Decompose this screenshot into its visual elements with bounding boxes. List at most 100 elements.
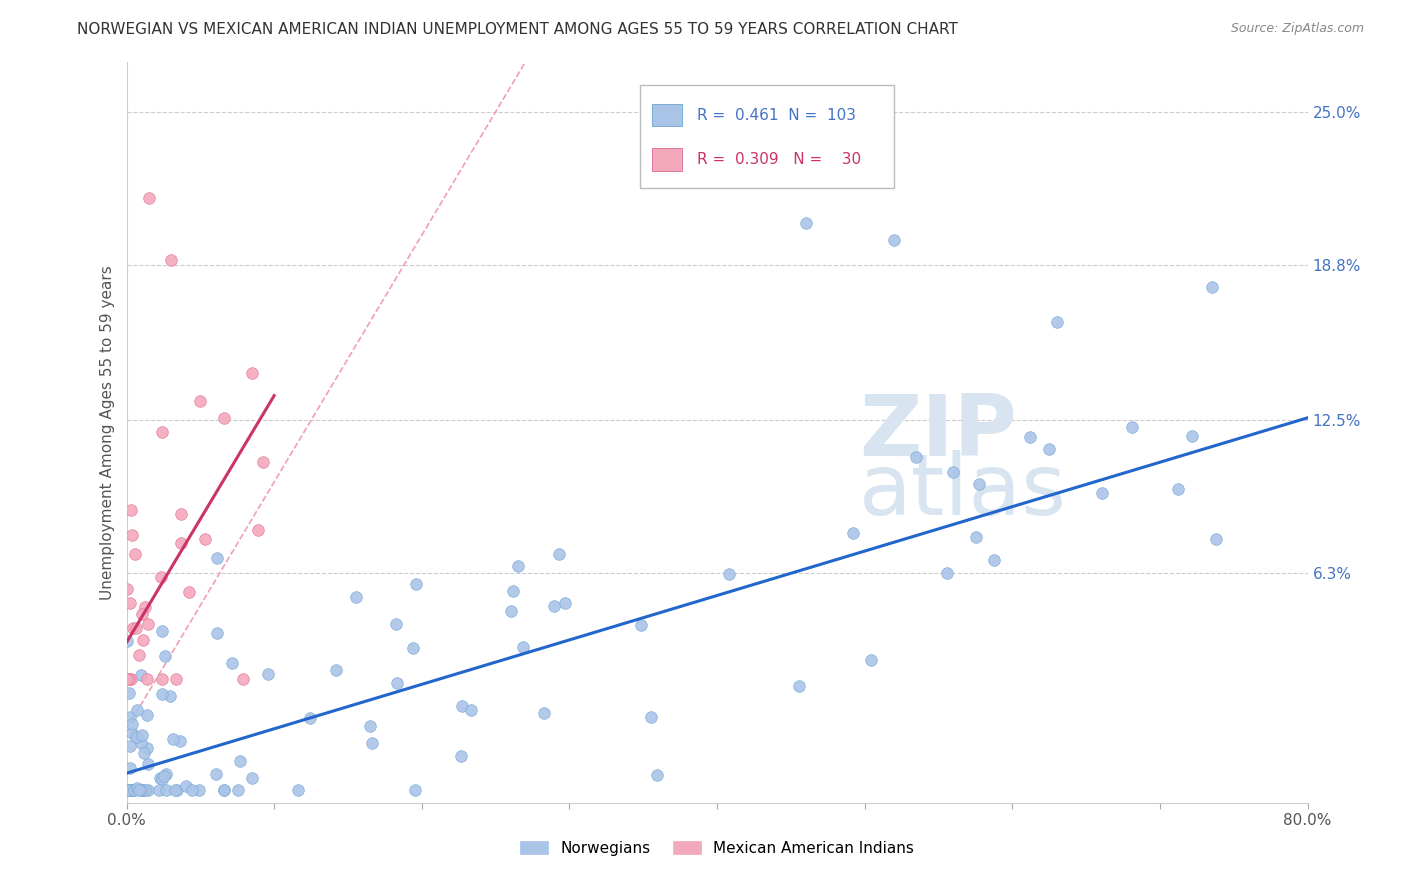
- Point: [159, 689, 181, 703]
- Point: [499, 604, 522, 618]
- Point: [506, 559, 529, 574]
- Point: [170, 507, 193, 521]
- Point: [287, 783, 309, 797]
- Point: [967, 477, 990, 491]
- Point: [187, 783, 209, 797]
- Point: [512, 640, 534, 654]
- Point: [138, 191, 160, 205]
- Point: [404, 783, 426, 797]
- Point: [122, 621, 145, 635]
- Point: [136, 707, 159, 722]
- Point: [402, 641, 425, 656]
- Point: [120, 761, 142, 775]
- Point: [115, 582, 138, 597]
- Point: [115, 633, 138, 648]
- Point: [155, 783, 177, 797]
- Point: [460, 703, 482, 717]
- Point: [120, 673, 142, 687]
- Point: [160, 252, 183, 267]
- Point: [1121, 419, 1143, 434]
- Point: [640, 709, 662, 723]
- Point: [860, 653, 883, 667]
- Point: [179, 585, 201, 599]
- FancyBboxPatch shape: [652, 103, 682, 126]
- Point: [162, 731, 184, 746]
- Point: [169, 733, 191, 747]
- Point: [166, 783, 188, 797]
- Point: [205, 626, 228, 640]
- Point: [121, 716, 143, 731]
- Point: [221, 656, 243, 670]
- Point: [170, 535, 193, 549]
- Point: [630, 617, 652, 632]
- Point: [547, 547, 569, 561]
- Point: [965, 530, 987, 544]
- Point: [361, 736, 384, 750]
- Point: [155, 648, 177, 663]
- Point: [124, 621, 146, 635]
- Point: [131, 607, 153, 622]
- Point: [125, 730, 148, 744]
- Point: [134, 599, 156, 614]
- Point: [121, 783, 143, 797]
- Point: [125, 703, 148, 717]
- Point: [150, 687, 173, 701]
- Point: [1181, 429, 1204, 443]
- FancyBboxPatch shape: [640, 85, 894, 188]
- Point: [298, 711, 321, 725]
- Point: [405, 577, 427, 591]
- Point: [174, 779, 197, 793]
- Point: [229, 754, 252, 768]
- Point: [122, 783, 145, 797]
- Point: [120, 783, 142, 797]
- Point: [1201, 279, 1223, 293]
- Point: [554, 596, 576, 610]
- Point: [226, 783, 249, 797]
- Point: [118, 783, 141, 797]
- Point: [935, 566, 957, 580]
- Point: [118, 673, 141, 687]
- Point: [121, 725, 143, 739]
- Point: [120, 503, 142, 517]
- Point: [942, 465, 965, 479]
- Point: [118, 597, 141, 611]
- Point: [124, 783, 146, 797]
- Text: atlas: atlas: [859, 450, 1067, 533]
- Text: ZIP: ZIP: [859, 391, 1017, 475]
- Point: [344, 591, 367, 605]
- Point: [129, 668, 152, 682]
- Point: [150, 425, 173, 439]
- Point: [240, 366, 263, 380]
- Point: [132, 746, 155, 760]
- Point: [385, 675, 408, 690]
- Point: [252, 455, 274, 469]
- Point: [128, 783, 150, 797]
- Point: [1018, 430, 1040, 444]
- Point: [132, 633, 155, 648]
- Point: [148, 783, 170, 797]
- Point: [120, 739, 142, 753]
- Point: [155, 766, 177, 780]
- Y-axis label: Unemployment Among Ages 55 to 59 years: Unemployment Among Ages 55 to 59 years: [100, 265, 115, 600]
- Point: [129, 736, 152, 750]
- Point: [121, 527, 143, 541]
- Point: [502, 584, 524, 599]
- Point: [115, 783, 138, 797]
- Point: [134, 783, 156, 797]
- Point: [533, 706, 555, 720]
- Point: [136, 740, 159, 755]
- Point: [450, 749, 472, 764]
- Point: [132, 783, 155, 797]
- Point: [115, 673, 138, 687]
- Point: [205, 766, 228, 780]
- Point: [543, 599, 565, 614]
- Point: [131, 783, 153, 797]
- Point: [232, 673, 254, 687]
- Point: [1167, 483, 1189, 497]
- Legend: Norwegians, Mexican American Indians: Norwegians, Mexican American Indians: [515, 835, 920, 862]
- Point: [165, 783, 187, 797]
- Point: [121, 783, 143, 797]
- Point: [905, 450, 928, 464]
- Point: [214, 783, 236, 797]
- Point: [149, 570, 172, 584]
